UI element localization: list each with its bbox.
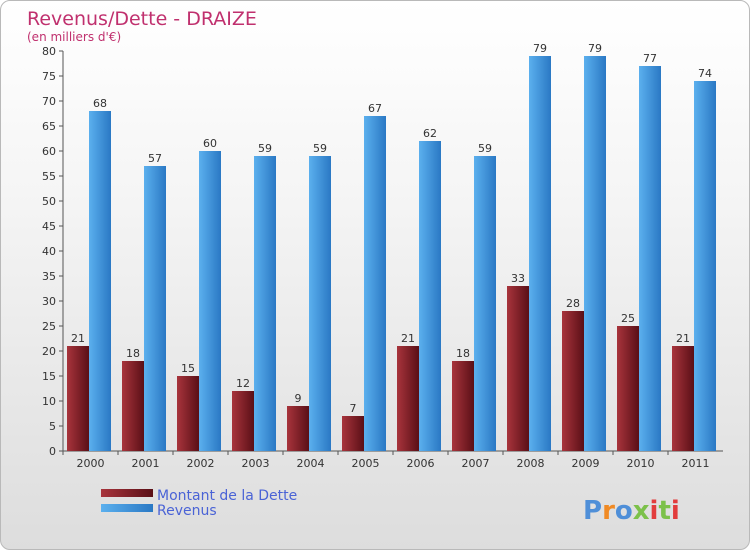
bars [67,56,716,451]
debt-bar [287,406,309,451]
debt-bar-label: 18 [126,347,140,360]
x-tick-label: 2000 [77,457,105,470]
debt-bar [562,311,584,451]
proxiti-logo: Proxiti [583,496,680,526]
debt-bar-label: 33 [511,272,525,285]
revenue-bar [694,81,716,451]
debt-bar-label: 12 [236,377,250,390]
logo-text: Proxiti [583,496,680,526]
revenue-bar-label: 59 [258,142,272,155]
debt-bar-label: 25 [621,312,635,325]
debt-bar [342,416,364,451]
x-tick-label: 2001 [132,457,160,470]
debt-bar-label: 21 [676,332,690,345]
revenue-bar-label: 68 [93,97,107,110]
y-tick-label: 80 [42,45,56,58]
y-tick-label: 10 [42,395,56,408]
axes: 0 5 10 15 20 25 30 35 40 45 50 55 60 65 70 75 80 2000 2001… [42,45,723,470]
x-tick-label: 2011 [682,457,710,470]
legend-label: Montant de la Dette [157,488,297,504]
revenue-bar [144,166,166,451]
revenue-bar-label: 74 [698,67,712,80]
debt-bar-label: 15 [181,362,195,375]
debt-bar-label: 21 [401,332,415,345]
y-tick-label: 15 [42,370,56,383]
revenue-bar-label: 77 [643,52,657,65]
revenue-bar-label: 67 [368,102,382,115]
revenue-bar-label: 59 [478,142,492,155]
revenue-bar [309,156,331,451]
revenue-bar [89,111,111,451]
revenue-bar-label: 57 [148,152,162,165]
y-tick-label: 35 [42,270,56,283]
y-tick-label: 20 [42,345,56,358]
debt-bar-label: 9 [295,392,302,405]
revenue-bar-label: 79 [533,42,547,55]
debt-bar [672,346,694,451]
debt-bar [232,391,254,451]
revenue-bar [529,56,551,451]
y-tick-label: 55 [42,170,56,183]
revenue-bar-label: 79 [588,42,602,55]
debt-bar [397,346,419,451]
revenue-bar [199,151,221,451]
revenue-bar [254,156,276,451]
legend-swatch [101,489,153,497]
revenue-bar [639,66,661,451]
y-tick-label: 60 [42,145,56,158]
revenue-bar-label: 60 [203,137,217,150]
x-tick-label: 2008 [517,457,545,470]
x-tick-label: 2004 [297,457,325,470]
x-tick-label: 2010 [627,457,655,470]
legend-label: Revenus [157,503,217,519]
debt-bar [452,361,474,451]
y-tick-label: 45 [42,220,56,233]
debt-bar [507,286,529,451]
value-labels: 21 68 18 57 15 60 12 59 9 59 7 67 21 62 18 59 33 79 28 79 25… [71,42,712,415]
y-tick-label: 70 [42,95,56,108]
debt-bar [122,361,144,451]
y-tick-label: 40 [42,245,56,258]
chart-title: Revenus/Dette - DRAIZE [27,8,257,30]
debt-bar-label: 7 [350,402,357,415]
revenue-bar [364,116,386,451]
x-tick-label: 2007 [462,457,490,470]
x-tick-label: 2009 [572,457,600,470]
x-tick-label: 2006 [407,457,435,470]
revenue-bar [584,56,606,451]
revenue-bar-label: 62 [423,127,437,140]
legend-swatch [101,504,153,512]
x-tick-label: 2003 [242,457,270,470]
debt-bar-label: 18 [456,347,470,360]
debt-bar-label: 21 [71,332,85,345]
chart-subtitle: (en milliers d'€) [27,30,121,44]
revenue-bar [474,156,496,451]
y-tick-label: 30 [42,295,56,308]
debt-bar-label: 28 [566,297,580,310]
x-tick-label: 2002 [187,457,215,470]
y-tick-label: 50 [42,195,56,208]
debt-bar [177,376,199,451]
y-tick-label: 5 [49,420,56,433]
revenue-bar-label: 59 [313,142,327,155]
revenue-bar [419,141,441,451]
x-tick-label: 2005 [352,457,380,470]
debt-bar [617,326,639,451]
y-tick-label: 25 [42,320,56,333]
y-tick-label: 0 [49,445,56,458]
y-tick-label: 65 [42,120,56,133]
debt-bar [67,346,89,451]
y-tick-label: 75 [42,70,56,83]
